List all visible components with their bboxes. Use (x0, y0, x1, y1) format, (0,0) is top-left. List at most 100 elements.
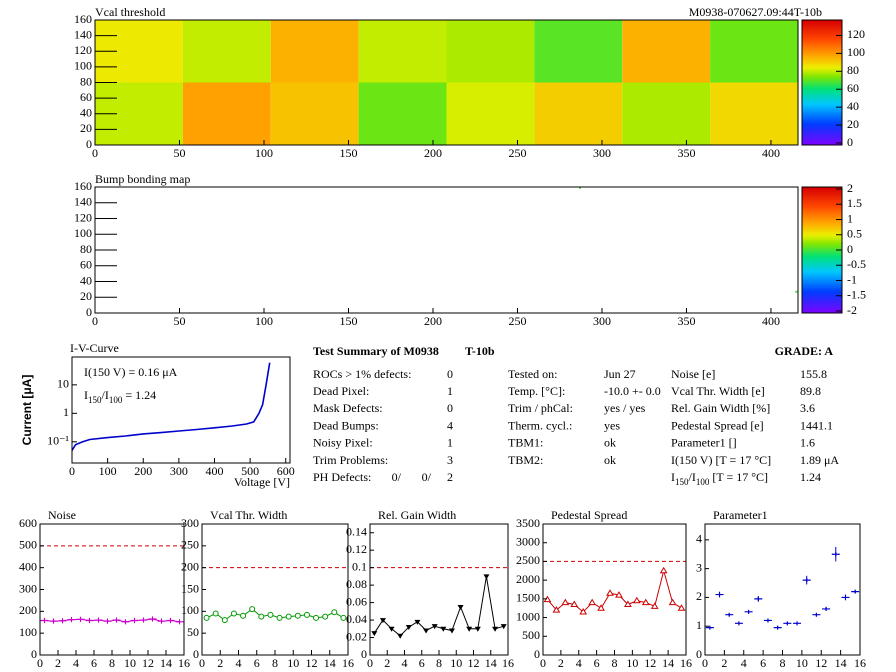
colorbar-step (802, 302, 842, 305)
plot-frame (39, 523, 185, 656)
colorbar-step (802, 266, 842, 270)
plot-frame (94, 186, 799, 314)
marker (483, 574, 490, 580)
marker (492, 626, 499, 632)
y-tick-label: 0 (193, 647, 199, 661)
y-tick-label: 60 (80, 90, 92, 104)
z-tick-label: 0.5 (847, 227, 862, 241)
chart-title: Vcal threshold (95, 5, 165, 19)
x-tick-label: 0 (702, 656, 708, 670)
marker (203, 614, 210, 621)
colorbar-step (802, 300, 842, 303)
marker (76, 617, 85, 622)
x-tick-label: 600 (277, 464, 295, 478)
y-tick-label: 300 (19, 581, 37, 595)
marker (650, 602, 659, 609)
y-tick-label: 400 (19, 559, 37, 573)
y-tick-label: 300 (181, 516, 199, 530)
series-line (373, 576, 504, 637)
colorbar-step (802, 193, 842, 196)
colorbar-step (802, 117, 842, 121)
x-tick-label: 4 (73, 656, 79, 670)
marker (397, 633, 404, 639)
z-tick-label: 40 (847, 99, 859, 113)
colorbar-step (802, 247, 842, 251)
marker (166, 618, 175, 623)
colorbar-step (802, 245, 842, 249)
x-tick-label: 4 (236, 656, 242, 670)
x-tick-label: 2 (217, 656, 223, 670)
chart-title: Pedestal Spread (551, 508, 627, 522)
colorbar-step (802, 97, 842, 100)
colorbar-step (802, 34, 842, 38)
chart-title: Rel. Gain Width (378, 508, 456, 522)
heatmap-cell (358, 20, 447, 83)
marker (744, 609, 753, 614)
summary-value: 4 (447, 418, 453, 432)
x-tick-label: 10 (450, 656, 462, 670)
colorbar-step (802, 216, 842, 219)
x-tick-label: 200 (424, 314, 442, 328)
x-tick-label: 2 (55, 656, 61, 670)
x-tick-label: 8 (612, 656, 618, 670)
x-tick-label: 8 (272, 656, 278, 670)
x-tick-label: 14 (662, 656, 674, 670)
y-tick-label: 2000 (516, 572, 540, 586)
y-tick-label: 40 (80, 273, 92, 287)
marker (175, 619, 184, 624)
summary-value: 1.24 (800, 470, 821, 484)
colorbar-step (802, 243, 842, 247)
marker (822, 606, 831, 611)
colorbar-step (802, 32, 842, 35)
marker (249, 606, 256, 613)
colorbar-step (802, 72, 842, 75)
colorbar-step (802, 239, 842, 242)
x-tick-label: 250 (508, 146, 526, 160)
colorbar-step (802, 203, 842, 207)
ph-defect-value: 0/ (422, 470, 432, 484)
marker (597, 604, 605, 611)
summary-label: I(150 V) [T = 17 °C] (671, 453, 771, 467)
marker (802, 578, 811, 583)
colorbar-step (802, 70, 842, 73)
marker (624, 600, 632, 607)
colorbar-step (802, 74, 842, 77)
x-tick-label: 14 (160, 656, 172, 670)
marker (303, 611, 310, 618)
y-tick-label: 120 (74, 43, 92, 57)
marker (49, 619, 58, 624)
colorbar-step (802, 24, 842, 27)
summary-label: Dead Pixel: (313, 384, 369, 398)
colorbar-step (802, 111, 842, 115)
annotation-part: 150 (88, 395, 102, 405)
colorbar-step (802, 208, 842, 211)
colorbar-step (802, 40, 842, 44)
x-tick-label: 6 (91, 656, 97, 670)
summary-title: Test Summary of M0938 (313, 344, 439, 358)
colorbar-step (802, 78, 842, 81)
colorbar-step (802, 80, 842, 83)
x-tick-label: 250 (508, 314, 526, 328)
series-line (206, 608, 344, 621)
summary-value: 3.6 (800, 401, 815, 415)
marker (500, 624, 507, 630)
y-tick-label: 0.14 (346, 524, 367, 538)
z-tick-label: 1 (847, 211, 853, 225)
marker (734, 621, 743, 626)
chart-title-right: M0938-070627.09:44T-10b (689, 5, 822, 19)
x-tick-label: 300 (593, 146, 611, 160)
colorbar-step (802, 264, 842, 268)
x-tick-label: 0 (69, 464, 75, 478)
y-tick-label: 1500 (516, 591, 540, 605)
summary-value: 0 (447, 401, 453, 415)
colorbar-step (802, 197, 842, 200)
summary-label: Parameter1 [] (671, 436, 737, 450)
y-tick-label: 0.08 (346, 577, 367, 591)
colorbar-step (802, 210, 842, 213)
y-tick-label: 2500 (516, 553, 540, 567)
marker (58, 618, 67, 623)
marker (331, 609, 338, 616)
marker (121, 619, 130, 624)
y-tick-label: 0.06 (346, 594, 367, 608)
x-tick-label: 2 (384, 656, 390, 670)
